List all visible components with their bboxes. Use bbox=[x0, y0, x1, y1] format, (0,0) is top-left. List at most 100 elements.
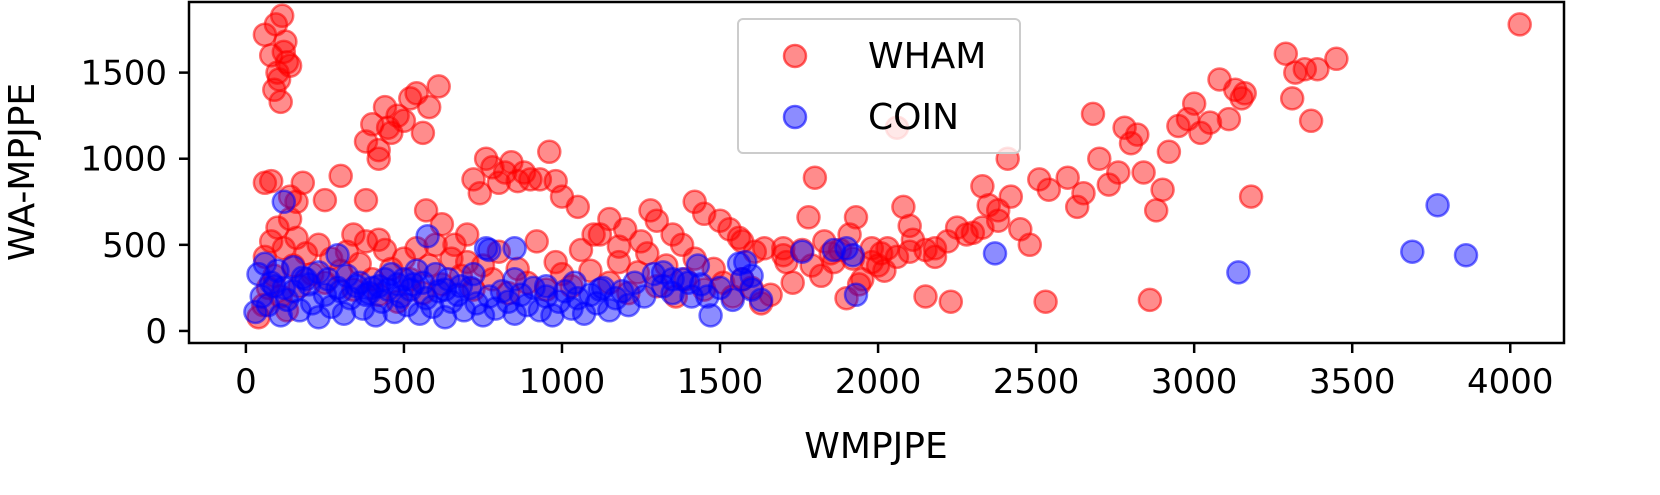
coin-point-61 bbox=[631, 284, 657, 309]
wham-point-191 bbox=[1064, 194, 1090, 220]
wham-point-201 bbox=[1137, 287, 1163, 313]
wham-point-73 bbox=[780, 270, 805, 295]
wham-point-98 bbox=[269, 3, 295, 29]
wham-point-149 bbox=[628, 229, 654, 254]
x-tick-label-3000: 3000 bbox=[1151, 362, 1238, 402]
coin-point-106 bbox=[695, 284, 720, 309]
wham-point-85 bbox=[922, 236, 948, 261]
wham-point-193 bbox=[1080, 101, 1106, 127]
wham-point-48 bbox=[543, 249, 568, 275]
x-tick-label-0: 0 bbox=[235, 362, 257, 402]
wham-point-161 bbox=[796, 205, 821, 230]
legend-box bbox=[737, 18, 1021, 154]
coin-point-75 bbox=[258, 270, 284, 295]
wham-point-84 bbox=[913, 284, 938, 309]
coin-point-35 bbox=[464, 291, 489, 316]
wham-point-128 bbox=[442, 232, 467, 258]
plot-area-frame bbox=[187, 0, 1566, 345]
y-axis: 0 500 1000 1500 bbox=[80, 54, 189, 352]
wham-point-125 bbox=[366, 227, 391, 252]
y-axis-label: WA-MPJPE bbox=[2, 83, 43, 261]
coin-point-9 bbox=[300, 291, 325, 316]
coin-point-128 bbox=[423, 261, 448, 287]
coin-point-129 bbox=[435, 267, 461, 292]
coin-point-115 bbox=[843, 282, 869, 308]
wham-point-145 bbox=[581, 222, 606, 247]
wham-point-176 bbox=[922, 244, 948, 270]
y-tick-label-0: 0 bbox=[145, 312, 167, 352]
wham-point-129 bbox=[454, 249, 480, 275]
wham-point-188 bbox=[1036, 177, 1062, 202]
wham-point-207 bbox=[1181, 91, 1207, 116]
data-points bbox=[243, 3, 1532, 330]
wham-point-113 bbox=[426, 74, 451, 99]
wham-point-224 bbox=[726, 225, 752, 251]
coin-point-33 bbox=[451, 298, 477, 323]
coin-point-37 bbox=[477, 284, 502, 309]
coin-point-105 bbox=[685, 253, 711, 278]
coin-point-96 bbox=[502, 236, 527, 261]
wham-point-186 bbox=[1017, 232, 1043, 258]
coin-point-119 bbox=[1400, 239, 1425, 264]
coin-point-70 bbox=[720, 287, 745, 313]
coin-point-56 bbox=[597, 298, 622, 323]
wham-point-203 bbox=[1150, 177, 1175, 202]
y-tick-label-500: 500 bbox=[102, 226, 167, 266]
wham-point-130 bbox=[461, 167, 486, 192]
wham-point-215 bbox=[1232, 81, 1257, 106]
wham-point-124 bbox=[353, 187, 379, 213]
wham-point-199 bbox=[1125, 122, 1150, 147]
wham-point-151 bbox=[644, 208, 670, 233]
wham-point-184 bbox=[998, 184, 1024, 209]
wham-point-9 bbox=[258, 229, 284, 254]
wham-point-95 bbox=[268, 89, 293, 115]
wham-point-121 bbox=[328, 163, 353, 189]
wham-point-120 bbox=[290, 170, 316, 196]
legend-marker-wham bbox=[782, 43, 808, 69]
coin-point-109 bbox=[739, 263, 764, 289]
coin-point-127 bbox=[404, 258, 429, 283]
coin-point-98 bbox=[502, 267, 527, 292]
y-tick-label-1000: 1000 bbox=[80, 140, 167, 180]
wham-point-179 bbox=[960, 220, 986, 246]
wham-point-46 bbox=[524, 229, 549, 254]
wham-point-123 bbox=[341, 222, 366, 247]
wham-point-86 bbox=[938, 289, 964, 314]
wham-point-166 bbox=[843, 205, 869, 230]
wham-point-209 bbox=[1197, 110, 1223, 135]
wham-point-220 bbox=[1298, 108, 1324, 134]
wham-point-111 bbox=[410, 120, 436, 146]
wham-point-182 bbox=[985, 208, 1011, 233]
wham-point-216 bbox=[1273, 41, 1299, 66]
wham-point-112 bbox=[416, 94, 442, 120]
legend-label-wham: WHAM bbox=[868, 36, 986, 77]
coin-point-125 bbox=[379, 261, 404, 287]
wham-point-221 bbox=[1305, 56, 1330, 82]
x-tick-label-2500: 2500 bbox=[993, 362, 1080, 402]
coin-point-121 bbox=[1453, 242, 1479, 268]
x-axis-label: WMPJPE bbox=[804, 426, 947, 467]
legend-marker-coin bbox=[782, 104, 808, 130]
wham-point-190 bbox=[1055, 165, 1080, 190]
y-tick-label-1500: 1500 bbox=[80, 54, 167, 94]
coin-point-19 bbox=[363, 303, 388, 328]
wham-point-122 bbox=[312, 187, 338, 213]
wham-point-114 bbox=[366, 137, 391, 163]
wham-point-126 bbox=[413, 198, 439, 223]
wham-point-202 bbox=[1143, 198, 1169, 223]
wham-point-101 bbox=[266, 67, 292, 92]
coin-point-116 bbox=[271, 189, 297, 215]
coin-point-117 bbox=[982, 241, 1008, 266]
wham-point-104 bbox=[366, 146, 391, 171]
x-tick-label-1000: 1000 bbox=[519, 362, 606, 402]
coin-point-99 bbox=[533, 273, 559, 299]
wham-point-200 bbox=[1131, 160, 1156, 185]
coin-point-91 bbox=[415, 223, 440, 249]
wham-point-219 bbox=[1292, 56, 1318, 82]
coin-point-111 bbox=[789, 239, 815, 264]
wham-point-51 bbox=[568, 237, 594, 263]
coin-point-123 bbox=[353, 282, 379, 308]
wham-point-194 bbox=[1087, 146, 1112, 171]
coin-point-40 bbox=[496, 289, 521, 314]
wham-point-214 bbox=[1238, 184, 1264, 209]
